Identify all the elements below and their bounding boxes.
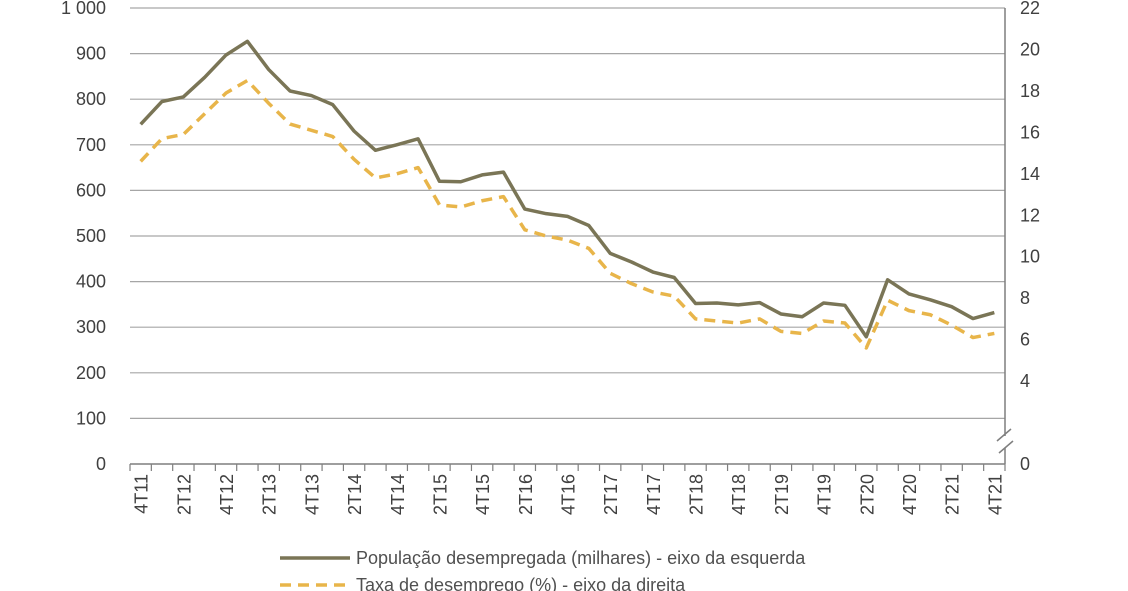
series-line-1 [139, 39, 995, 339]
legend-label: Taxa de desemprego (%) - eixo da direita [356, 575, 686, 591]
left-tick-label: 800 [76, 89, 106, 109]
right-tick-label: 22 [1020, 0, 1040, 18]
left-tick-label: 100 [76, 408, 106, 428]
right-tick-label: 12 [1020, 205, 1040, 225]
right-tick-label: 16 [1020, 122, 1040, 142]
legend: População desempregada (milhares) - eixo… [280, 548, 806, 591]
x-tick-label: 4T14 [388, 474, 408, 515]
x-axis-ticks: 4T11 2T12 4T12 2T13 4T13 2T14 4T14 2T15 4T15 2T16… [129, 464, 1006, 515]
x-tick-label: 4T16 [559, 474, 579, 515]
axis-break-mark [998, 440, 1014, 454]
x-tick-label: 4T19 [815, 474, 835, 515]
x-tick-label: 2T16 [516, 474, 536, 515]
left-tick-label: 600 [76, 180, 106, 200]
axis-break-gap [997, 436, 1013, 448]
right-tick-label: 20 [1020, 39, 1040, 59]
left-tick-label: 1 000 [61, 0, 106, 18]
x-tick-label: 4T17 [644, 474, 664, 515]
x-tick-label: 4T18 [729, 474, 749, 515]
x-tick-label: 2T17 [601, 474, 621, 515]
x-tick-label: 2T19 [772, 474, 792, 515]
x-tick-label: 2T14 [345, 474, 365, 515]
x-tick-label: 4T21 [985, 474, 1005, 515]
right-tick-label: 18 [1020, 81, 1040, 101]
gridlines [130, 7, 1005, 419]
right-tick-label: 0 [1020, 454, 1030, 474]
right-axis-ticks: 0 4 6 8 10 12 14 16 18 20 22 [1020, 0, 1040, 474]
right-tick-label: 6 [1020, 330, 1030, 350]
x-tick-label: 2T20 [857, 474, 877, 515]
left-tick-label: 300 [76, 317, 106, 337]
legend-label: População desempregada (milhares) - eixo… [356, 548, 806, 568]
left-tick-label: 500 [76, 226, 106, 246]
x-tick-label: 4T15 [473, 474, 493, 515]
x-tick-label: 4T13 [302, 474, 322, 515]
axis-break-mark [996, 428, 1012, 442]
x-tick-label: 2T13 [260, 474, 280, 515]
left-axis-ticks: 0 100 200 300 400 500 600 700 800 900 1 000 [61, 0, 106, 474]
x-tick-label: 4T11 [132, 474, 152, 514]
left-tick-label: 200 [76, 363, 106, 383]
x-tick-label: 2T12 [174, 474, 194, 515]
left-tick-label: 400 [76, 272, 106, 292]
right-tick-label: 4 [1020, 371, 1030, 391]
right-tick-label: 8 [1020, 288, 1030, 308]
right-tick-label: 10 [1020, 247, 1040, 267]
left-tick-label: 700 [76, 135, 106, 155]
x-tick-label: 2T21 [943, 474, 963, 515]
x-tick-label: 2T18 [687, 474, 707, 515]
series-line-2 [139, 78, 995, 350]
series-layer [139, 39, 995, 350]
left-tick-label: 900 [76, 44, 106, 64]
right-tick-label: 14 [1020, 164, 1040, 184]
x-tick-label: 2T15 [430, 474, 450, 515]
left-tick-label: 0 [96, 454, 106, 474]
x-tick-label: 4T20 [900, 474, 920, 515]
x-tick-label: 4T12 [217, 474, 237, 515]
axes [130, 8, 1014, 465]
